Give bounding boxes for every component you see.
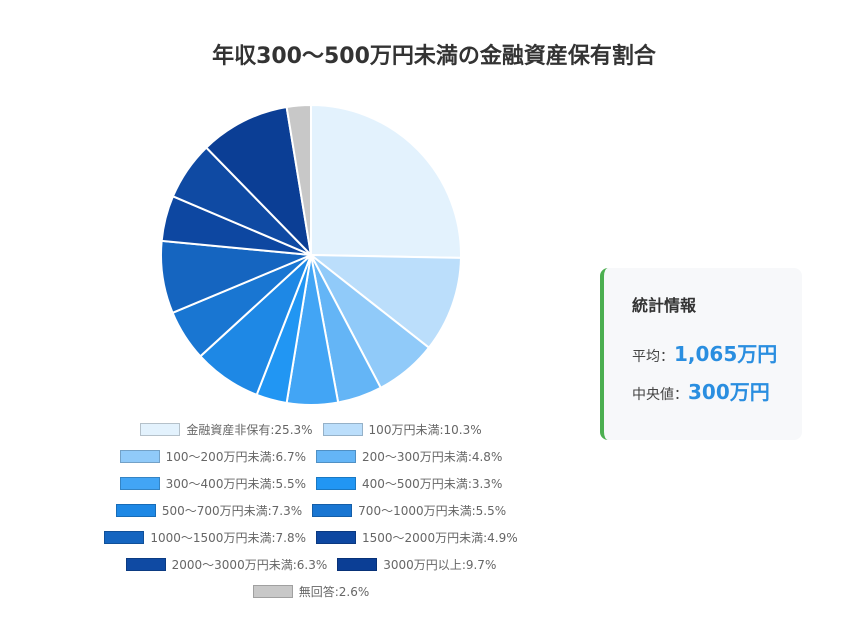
legend-item: 300〜400万円未満: 5.5% bbox=[119, 475, 307, 492]
legend-label: 100万円未満 bbox=[368, 423, 440, 437]
legend-value: 6.3% bbox=[296, 557, 328, 572]
chart bbox=[160, 103, 462, 406]
pie-slice bbox=[285, 103, 312, 256]
legend-sep: : bbox=[461, 557, 466, 572]
legend-value: 4.8% bbox=[471, 449, 503, 464]
legend-item: 500〜700万円未満: 7.3% bbox=[115, 502, 303, 519]
legend-swatch bbox=[322, 423, 363, 436]
stats-row: 平均： 1,065万円 bbox=[632, 338, 802, 376]
legend-swatch bbox=[312, 504, 353, 517]
legend-item: 100〜200万円未満: 6.7% bbox=[119, 448, 307, 465]
legend-label: 1000〜1500万円未満 bbox=[150, 531, 272, 545]
legend-item: 1500〜2000万円未満: 4.9% bbox=[316, 529, 518, 546]
chart-title: 年収300〜500万円未満の金融資産保有割合 bbox=[212, 44, 656, 69]
legend-label: 金融資産非保有 bbox=[186, 423, 271, 437]
legend-swatch bbox=[115, 504, 156, 517]
legend-swatch bbox=[316, 450, 356, 463]
legend-label: 3000万円以上 bbox=[383, 558, 462, 572]
legend-item: 100万円未満: 10.3% bbox=[322, 421, 482, 438]
pie-slice bbox=[308, 253, 462, 350]
legend-label: 400〜500万円未満 bbox=[362, 477, 468, 491]
legend-row: 1000〜1500万円未満: 7.8% 1500〜2000万円未満: 4.9% bbox=[71, 524, 551, 551]
pie-slice bbox=[310, 103, 462, 259]
legend-row: 100〜200万円未満: 6.7% 200〜300万円未満: 4.8% bbox=[71, 443, 551, 470]
legend-sep: : bbox=[439, 422, 444, 437]
stats-label: 中央値： bbox=[632, 387, 688, 403]
stats-value: 300万円 bbox=[688, 380, 770, 404]
stats-value: 1,065万円 bbox=[674, 342, 778, 366]
legend-row: 2000〜3000万円未満: 6.3% 3000万円以上: 9.7% bbox=[71, 551, 551, 578]
legend-swatch bbox=[337, 558, 378, 571]
legend-label: 無回答 bbox=[298, 585, 335, 599]
legend-row: 金融資産非保有: 25.3% 100万円未満: 10.3% bbox=[71, 416, 551, 443]
pie-slice bbox=[204, 105, 313, 258]
stats-row: 中央値： 300万円 bbox=[632, 376, 802, 414]
legend-sep: : bbox=[270, 422, 275, 437]
stats-title: 統計情報 bbox=[632, 296, 697, 315]
legend-item: 200〜300万円未満: 4.8% bbox=[316, 448, 502, 465]
legend-value: 10.3% bbox=[443, 422, 482, 437]
legend-item: 2000〜3000万円未満: 6.3% bbox=[125, 556, 328, 573]
legend-value: 9.7% bbox=[465, 557, 497, 572]
legend-item: 無回答: 2.6% bbox=[252, 583, 370, 600]
legend-label: 100〜200万円未満 bbox=[165, 450, 272, 464]
legend-item: 700〜1000万円未満: 5.5% bbox=[312, 502, 506, 519]
stats-panel: 統計情報 平均： 1,065万円 中央値： 300万円 bbox=[600, 268, 802, 440]
legend-swatch bbox=[125, 558, 166, 571]
legend-swatch bbox=[119, 477, 160, 490]
legend-sep: : bbox=[467, 449, 472, 464]
legend-label: 200〜300万円未満 bbox=[362, 450, 468, 464]
legend-swatch bbox=[104, 531, 145, 544]
legend-label: 1500〜2000万円未満 bbox=[362, 531, 484, 545]
legend-item: 1000〜1500万円未満: 7.8% bbox=[104, 529, 306, 546]
legend-sep: : bbox=[471, 503, 476, 518]
legend-sep: : bbox=[271, 449, 276, 464]
legend-value: 2.6% bbox=[338, 584, 370, 599]
legend-sep: : bbox=[271, 530, 276, 545]
legend-value: 5.5% bbox=[275, 476, 307, 491]
legend-row: 500〜700万円未満: 7.3% 700〜1000万円未満: 5.5% bbox=[71, 497, 551, 524]
legend-row: 300〜400万円未満: 5.5% 400〜500万円未満: 3.3% bbox=[71, 470, 551, 497]
legend-label: 700〜1000万円未満 bbox=[358, 504, 472, 518]
legend-sep: : bbox=[334, 584, 339, 599]
legend: 金融資産非保有: 25.3% 100万円未満: 10.3% 100〜200万円未満:… bbox=[71, 416, 551, 605]
stats-label: 平均： bbox=[632, 349, 674, 365]
legend-value: 7.3% bbox=[271, 503, 303, 518]
legend-value: 25.3% bbox=[274, 422, 313, 437]
legend-value: 5.5% bbox=[475, 503, 507, 518]
legend-label: 2000〜3000万円未満 bbox=[171, 558, 293, 572]
legend-value: 3.3% bbox=[471, 476, 503, 491]
legend-sep: : bbox=[467, 476, 472, 491]
legend-row: 無回答: 2.6% bbox=[71, 578, 551, 605]
legend-value: 6.7% bbox=[275, 449, 307, 464]
legend-label: 500〜700万円未満 bbox=[161, 504, 268, 518]
legend-swatch bbox=[252, 585, 293, 598]
legend-value: 7.8% bbox=[275, 530, 307, 545]
legend-swatch bbox=[316, 477, 356, 490]
legend-swatch bbox=[316, 531, 356, 544]
legend-swatch bbox=[119, 450, 160, 463]
legend-swatch bbox=[140, 423, 181, 436]
legend-item: 3000万円以上: 9.7% bbox=[337, 556, 496, 573]
legend-sep: : bbox=[292, 557, 297, 572]
legend-sep: : bbox=[271, 476, 276, 491]
legend-sep: : bbox=[483, 530, 488, 545]
legend-item: 400〜500万円未満: 3.3% bbox=[316, 475, 502, 492]
legend-item: 金融資産非保有: 25.3% bbox=[140, 421, 313, 438]
legend-sep: : bbox=[267, 503, 272, 518]
legend-value: 4.9% bbox=[487, 530, 518, 545]
legend-label: 300〜400万円未満 bbox=[165, 477, 272, 491]
